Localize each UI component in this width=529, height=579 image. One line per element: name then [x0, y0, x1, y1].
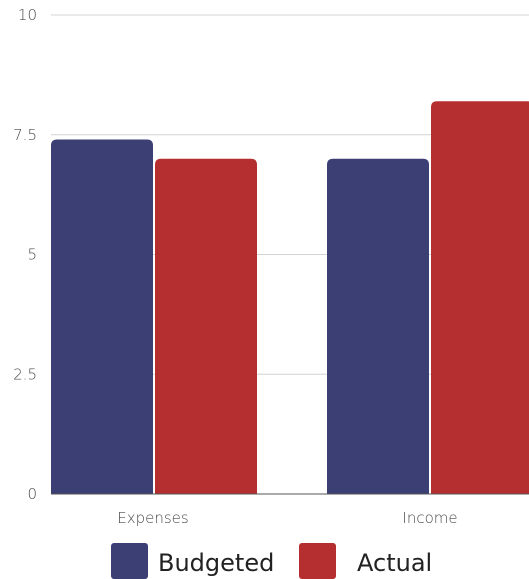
- bar-budgeted-income: [327, 158, 429, 494]
- y-axis-tick-labels: 0 2.5 5 7.5 10: [13, 6, 37, 503]
- legend-label-budgeted: Budgeted: [158, 549, 274, 577]
- y-tick-label: 10: [18, 6, 37, 24]
- x-axis-category-labels: Expenses Income: [117, 509, 457, 527]
- y-tick-label: 0: [27, 485, 37, 503]
- bar-actual-expenses: [155, 158, 257, 494]
- x-category-label: Expenses: [117, 509, 188, 527]
- legend: Budgeted Actual: [111, 543, 432, 579]
- legend-label-actual: Actual: [357, 549, 432, 577]
- bar-budgeted-expenses: [51, 139, 153, 495]
- legend-swatch-budgeted: [111, 543, 148, 579]
- x-category-label: Income: [402, 509, 457, 527]
- bar-actual-income: [431, 101, 529, 494]
- y-tick-label: 2.5: [13, 365, 37, 383]
- y-tick-label: 5: [27, 246, 37, 264]
- y-tick-label: 7.5: [13, 126, 37, 144]
- legend-swatch-actual: [299, 543, 336, 579]
- bars: [51, 101, 529, 495]
